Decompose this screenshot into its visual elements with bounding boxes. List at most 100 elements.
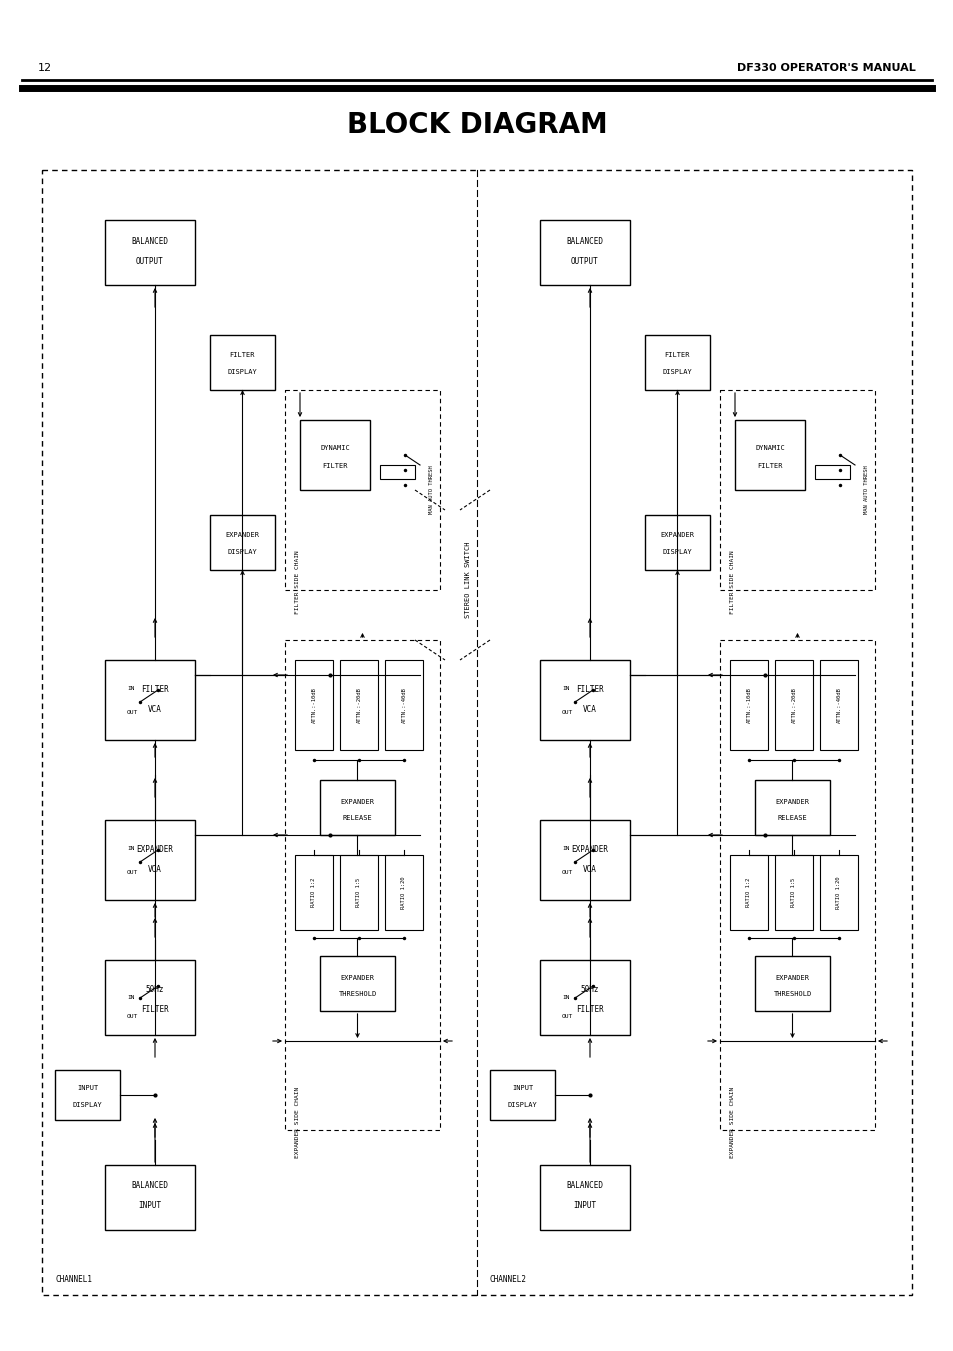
Text: INPUT: INPUT bbox=[573, 1201, 596, 1209]
Bar bbox=[294, 661, 333, 750]
Text: RATIO 1:2: RATIO 1:2 bbox=[745, 878, 751, 907]
Text: VCA: VCA bbox=[582, 866, 597, 874]
Bar bbox=[42, 170, 911, 1296]
Text: FILTER SIDE CHAIN: FILTER SIDE CHAIN bbox=[294, 550, 299, 613]
Bar bbox=[379, 465, 415, 480]
Bar bbox=[814, 465, 849, 480]
Text: 50Hz: 50Hz bbox=[580, 985, 598, 994]
Bar bbox=[105, 661, 194, 740]
Text: FILTER: FILTER bbox=[141, 1005, 169, 1015]
Text: VCA: VCA bbox=[148, 705, 162, 715]
Text: OUT: OUT bbox=[127, 870, 138, 874]
Bar bbox=[720, 640, 874, 1129]
Bar bbox=[539, 220, 629, 285]
Text: ATTN.:-40dB: ATTN.:-40dB bbox=[401, 688, 406, 723]
Text: RATIO 1:5: RATIO 1:5 bbox=[791, 878, 796, 907]
Text: 50Hz: 50Hz bbox=[146, 985, 164, 994]
Text: BALANCED: BALANCED bbox=[132, 238, 169, 246]
Text: IN: IN bbox=[127, 994, 134, 1000]
Bar bbox=[729, 661, 767, 750]
Text: FILTER: FILTER bbox=[576, 1005, 603, 1015]
Bar bbox=[105, 220, 194, 285]
Text: EXPANDER: EXPANDER bbox=[659, 532, 694, 538]
Bar bbox=[285, 390, 439, 590]
Bar bbox=[644, 335, 709, 390]
Text: 12: 12 bbox=[38, 63, 52, 73]
Text: FILTER: FILTER bbox=[141, 685, 169, 694]
Bar bbox=[490, 1070, 555, 1120]
Text: ATTN.:-10dB: ATTN.:-10dB bbox=[745, 688, 751, 723]
Text: THRESHOLD: THRESHOLD bbox=[773, 992, 811, 997]
Text: DF330 OPERATOR'S MANUAL: DF330 OPERATOR'S MANUAL bbox=[737, 63, 915, 73]
Text: BALANCED: BALANCED bbox=[566, 1181, 603, 1189]
Text: EXPANDER SIDE CHAIN: EXPANDER SIDE CHAIN bbox=[294, 1086, 299, 1158]
Text: DISPLAY: DISPLAY bbox=[662, 369, 692, 376]
Text: BALANCED: BALANCED bbox=[132, 1181, 169, 1189]
Text: OUTPUT: OUTPUT bbox=[571, 258, 598, 266]
Bar bbox=[734, 420, 804, 490]
Text: EXPANDER: EXPANDER bbox=[225, 532, 259, 538]
Text: RATIO 1:5: RATIO 1:5 bbox=[356, 878, 361, 907]
Bar bbox=[210, 515, 274, 570]
Text: OUT: OUT bbox=[561, 709, 573, 715]
Text: ATTN.:-40dB: ATTN.:-40dB bbox=[836, 688, 841, 723]
Bar bbox=[539, 1165, 629, 1229]
Text: BALANCED: BALANCED bbox=[566, 238, 603, 246]
Text: IN: IN bbox=[561, 994, 569, 1000]
Bar bbox=[319, 780, 395, 835]
Text: ATTN.:-10dB: ATTN.:-10dB bbox=[312, 688, 316, 723]
Bar bbox=[339, 661, 377, 750]
Text: RATIO 1:20: RATIO 1:20 bbox=[401, 877, 406, 909]
Text: CHANNEL2: CHANNEL2 bbox=[490, 1275, 526, 1285]
Text: ATTN.:-20dB: ATTN.:-20dB bbox=[356, 688, 361, 723]
Bar bbox=[729, 855, 767, 929]
Bar bbox=[339, 855, 377, 929]
Text: FILTER: FILTER bbox=[664, 353, 690, 358]
Text: VCA: VCA bbox=[148, 866, 162, 874]
Bar bbox=[105, 961, 194, 1035]
Bar bbox=[105, 1165, 194, 1229]
Text: IN: IN bbox=[127, 846, 134, 851]
Text: FILTER: FILTER bbox=[757, 463, 781, 469]
Text: DISPLAY: DISPLAY bbox=[507, 1102, 537, 1108]
Bar bbox=[385, 661, 422, 750]
Bar bbox=[105, 820, 194, 900]
Text: IN: IN bbox=[127, 685, 134, 690]
Text: DISPLAY: DISPLAY bbox=[72, 1102, 102, 1108]
Text: MAN AUTO THRESH: MAN AUTO THRESH bbox=[429, 466, 434, 515]
Text: FILTER: FILTER bbox=[230, 353, 255, 358]
Text: EXPANDER SIDE CHAIN: EXPANDER SIDE CHAIN bbox=[729, 1086, 734, 1158]
Text: CHANNEL1: CHANNEL1 bbox=[55, 1275, 91, 1285]
Bar bbox=[210, 335, 274, 390]
Text: EXPANDER: EXPANDER bbox=[571, 846, 608, 854]
Text: OUT: OUT bbox=[127, 709, 138, 715]
Text: THRESHOLD: THRESHOLD bbox=[338, 992, 376, 997]
Text: FILTER: FILTER bbox=[322, 463, 348, 469]
Text: INPUT: INPUT bbox=[138, 1201, 161, 1209]
Text: EXPANDER: EXPANDER bbox=[340, 798, 375, 805]
Bar bbox=[539, 961, 629, 1035]
Text: DISPLAY: DISPLAY bbox=[662, 549, 692, 555]
Bar bbox=[299, 420, 370, 490]
Bar bbox=[385, 855, 422, 929]
Text: FILTER SIDE CHAIN: FILTER SIDE CHAIN bbox=[729, 550, 734, 613]
Text: DYNAMIC: DYNAMIC bbox=[755, 444, 784, 451]
Text: RELEASE: RELEASE bbox=[777, 815, 806, 821]
Text: ATTN.:-20dB: ATTN.:-20dB bbox=[791, 688, 796, 723]
Text: OUT: OUT bbox=[561, 1013, 573, 1019]
Bar bbox=[820, 855, 857, 929]
Text: DISPLAY: DISPLAY bbox=[228, 549, 257, 555]
Text: IN: IN bbox=[561, 846, 569, 851]
Bar bbox=[294, 855, 333, 929]
Text: RELEASE: RELEASE bbox=[342, 815, 372, 821]
Text: IN: IN bbox=[561, 685, 569, 690]
Bar bbox=[774, 661, 812, 750]
Text: VCA: VCA bbox=[582, 705, 597, 715]
Text: INPUT: INPUT bbox=[77, 1085, 98, 1092]
Bar bbox=[820, 661, 857, 750]
Text: STEREO LINK SWITCH: STEREO LINK SWITCH bbox=[464, 542, 471, 619]
Text: EXPANDER: EXPANDER bbox=[136, 846, 173, 854]
Bar bbox=[754, 957, 829, 1011]
Text: OUTPUT: OUTPUT bbox=[136, 258, 164, 266]
Bar bbox=[720, 390, 874, 590]
